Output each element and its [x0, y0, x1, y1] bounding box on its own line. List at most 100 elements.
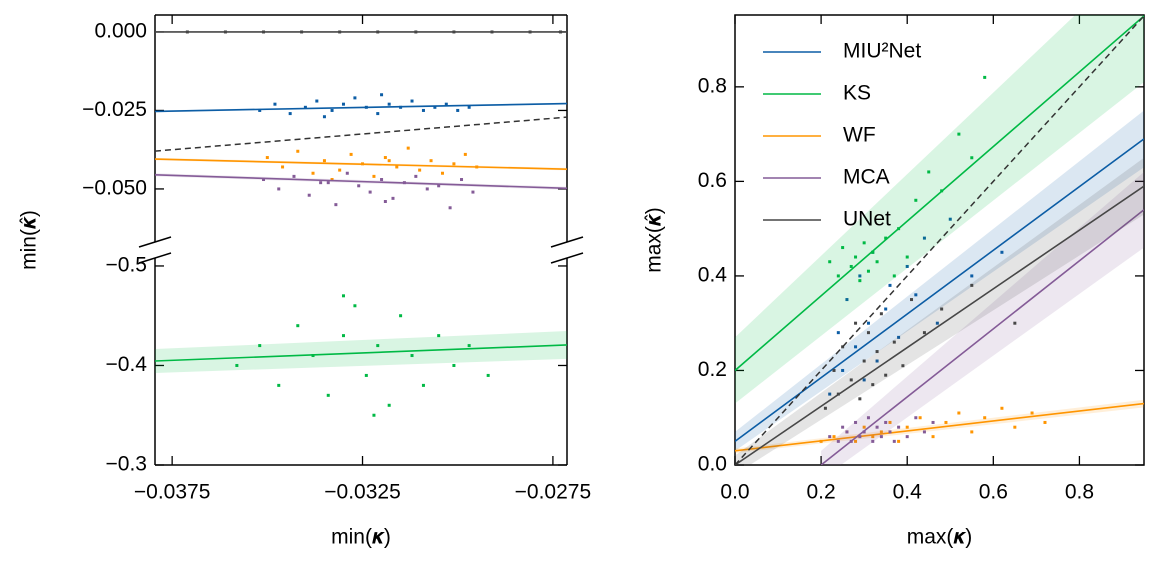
- y-tick-label: 0.2: [698, 358, 727, 381]
- point: [858, 435, 862, 439]
- point: [341, 294, 345, 298]
- point: [884, 236, 888, 240]
- series: [735, 157, 1144, 465]
- point: [862, 378, 866, 382]
- point: [460, 178, 464, 182]
- point: [1000, 406, 1004, 410]
- point: [871, 250, 875, 254]
- point: [858, 274, 862, 278]
- point: [845, 430, 849, 434]
- confidence-band: [735, 157, 1144, 465]
- point: [970, 156, 974, 160]
- point: [854, 345, 858, 349]
- point: [372, 174, 376, 178]
- point: [931, 435, 935, 439]
- point: [387, 102, 391, 106]
- point: [467, 344, 471, 348]
- point: [884, 420, 888, 424]
- point: [330, 178, 334, 182]
- point: [866, 416, 870, 420]
- y-tick-label: −0.3: [106, 453, 147, 476]
- point: [897, 335, 901, 339]
- point: [931, 420, 935, 424]
- point: [836, 331, 840, 335]
- point: [892, 274, 896, 278]
- point: [871, 383, 875, 387]
- x-tick-label: 0.0: [720, 481, 749, 504]
- point: [444, 102, 448, 106]
- point: [901, 364, 905, 368]
- point: [418, 168, 422, 172]
- point: [871, 435, 875, 439]
- point: [905, 435, 909, 439]
- point: [1013, 425, 1017, 429]
- point: [841, 246, 845, 250]
- point: [914, 198, 918, 202]
- point: [383, 156, 387, 160]
- point: [429, 159, 433, 163]
- point: [1043, 420, 1047, 424]
- point: [948, 217, 952, 221]
- point: [854, 255, 858, 259]
- point: [862, 241, 866, 245]
- point: [854, 321, 858, 325]
- fit-line: [735, 185, 1144, 465]
- y-tick-label: −0.5: [106, 254, 147, 277]
- y-tick-label: −0.050: [82, 176, 147, 199]
- reference: [155, 116, 567, 152]
- y-axis-label: min(𝜿̂): [18, 210, 41, 270]
- series: [155, 30, 567, 34]
- x-tick-label: −0.0325: [324, 481, 401, 504]
- fit-line: [155, 102, 567, 113]
- point: [345, 171, 349, 175]
- x-axis-label: min(𝜿): [331, 526, 391, 549]
- point: [935, 321, 939, 325]
- y-tick-label: 0.6: [698, 169, 727, 192]
- point: [836, 274, 840, 278]
- series: [155, 146, 567, 182]
- point: [311, 171, 315, 175]
- point: [845, 298, 849, 302]
- point: [372, 413, 376, 417]
- point: [1000, 250, 1004, 254]
- point: [421, 383, 425, 387]
- legend-label: MIU²Net: [843, 40, 921, 63]
- point: [858, 279, 862, 283]
- point: [983, 75, 987, 79]
- point: [823, 406, 827, 410]
- point: [888, 420, 892, 424]
- point: [281, 165, 285, 169]
- point: [383, 199, 387, 203]
- series: [155, 93, 567, 119]
- point: [957, 132, 961, 136]
- point: [922, 430, 926, 434]
- point: [918, 416, 922, 420]
- point: [433, 105, 437, 109]
- point: [854, 439, 858, 443]
- point: [456, 108, 460, 112]
- fit-line: [735, 15, 1144, 372]
- fit-line: [155, 174, 567, 190]
- point: [399, 314, 403, 318]
- point: [353, 96, 357, 100]
- point: [866, 269, 870, 273]
- x-tick-label: −0.0275: [515, 481, 592, 504]
- point: [395, 165, 399, 169]
- point: [897, 439, 901, 443]
- point: [467, 105, 471, 109]
- y-tick-label: 0.8: [698, 74, 727, 97]
- point: [884, 307, 888, 311]
- x-tick-label: 0.2: [807, 481, 836, 504]
- point: [452, 363, 456, 367]
- point: [296, 149, 300, 153]
- point: [841, 368, 845, 372]
- point: [866, 331, 870, 335]
- point: [387, 403, 391, 407]
- point: [471, 190, 475, 194]
- point: [875, 260, 879, 264]
- point: [303, 105, 307, 109]
- point: [897, 425, 901, 429]
- point: [391, 196, 395, 200]
- point: [376, 112, 380, 116]
- y-tick-label: 0.0: [698, 453, 727, 476]
